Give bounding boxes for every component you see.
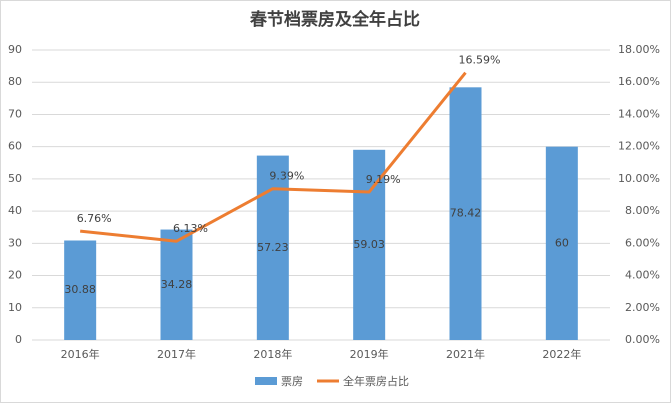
x-tick-label: 2016年 [61, 347, 100, 361]
bar-value-label: 30.88 [64, 283, 96, 296]
bar-value-label: 57.23 [257, 241, 289, 254]
bar [64, 240, 97, 340]
y2-tick-label: 0.00% [625, 333, 660, 346]
y2-tick-label: 16.00% [618, 75, 660, 88]
y2-tick-label: 14.00% [618, 107, 660, 120]
y-tick-label: 80 [8, 75, 22, 88]
chart-title: 春节档票房及全年占比 [250, 9, 420, 30]
line-value-label: 6.76% [77, 212, 112, 225]
legend-label: 票房 [281, 375, 303, 388]
y2-tick-label: 18.00% [618, 43, 660, 56]
y-tick-label: 0 [15, 333, 22, 346]
bar-value-label: 59.03 [353, 238, 385, 251]
y2-tick-label: 12.00% [618, 140, 660, 153]
bar [449, 87, 482, 341]
line-value-label: 9.39% [269, 170, 304, 183]
line-value-label: 6.13% [173, 222, 208, 235]
bar-value-label: 34.28 [161, 278, 193, 291]
bar [545, 146, 578, 340]
y-tick-label: 50 [8, 172, 22, 185]
bar [160, 229, 193, 340]
y-tick-label: 10 [8, 301, 22, 314]
bar [256, 155, 289, 340]
bar-value-label: 78.42 [450, 207, 482, 220]
y2-tick-label: 8.00% [625, 204, 660, 217]
y-tick-label: 70 [8, 107, 22, 120]
x-tick-label: 2019年 [350, 347, 389, 361]
y2-tick-label: 6.00% [625, 236, 660, 249]
line-value-label: 9.19% [366, 173, 401, 186]
line [80, 71, 467, 243]
x-tick-label: 2022年 [542, 347, 581, 361]
y2-tick-label: 2.00% [625, 301, 660, 314]
y2-tick-label: 4.00% [625, 269, 660, 282]
x-tick-label: 2021年 [446, 347, 485, 361]
y-tick-label: 40 [8, 204, 22, 217]
y-tick-label: 60 [8, 140, 22, 153]
legend-label: 全年票房占比 [343, 374, 409, 388]
line-value-label: 16.59% [459, 54, 501, 67]
x-tick-label: 2017年 [157, 347, 196, 361]
x-tick-label: 2018年 [253, 347, 292, 361]
bar-value-label: 60 [555, 236, 569, 249]
y-tick-label: 30 [8, 236, 22, 249]
y2-tick-label: 10.00% [618, 172, 660, 185]
legend-swatch [255, 377, 277, 385]
bar [353, 149, 386, 340]
y-tick-label: 90 [8, 43, 22, 56]
y-tick-label: 20 [8, 269, 22, 282]
